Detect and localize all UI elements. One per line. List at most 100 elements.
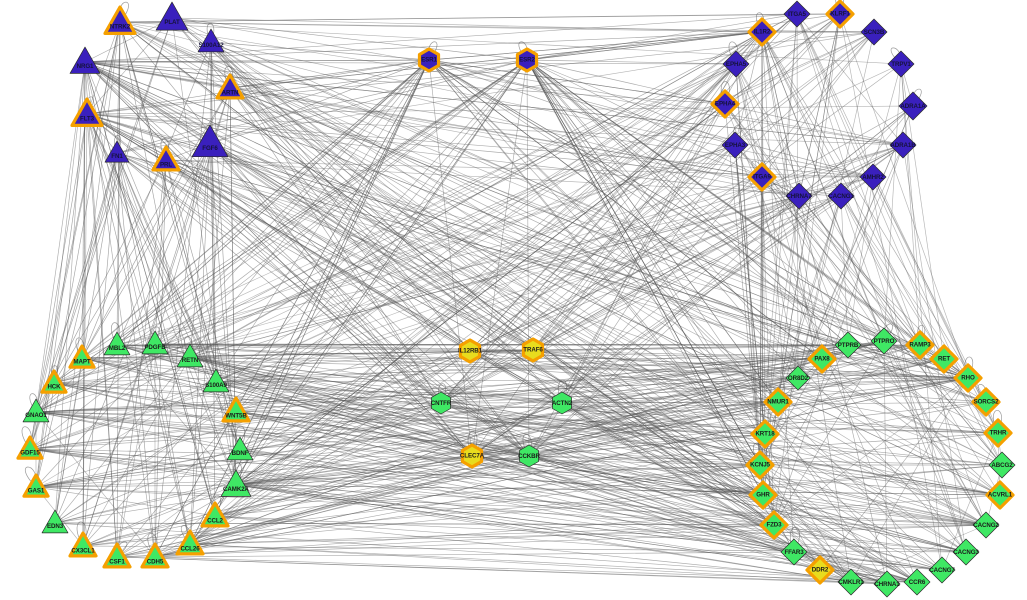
graph-node-traf6[interactable]: TRAF6 — [517, 334, 549, 366]
graph-node-prl[interactable]: PRL — [148, 142, 184, 178]
graph-node-ddr2[interactable]: DDR2 — [802, 552, 838, 588]
graph-node-cmklr1[interactable]: CMKLR1 — [835, 566, 866, 597]
graph-node-cdh5[interactable]: CDH5 — [137, 539, 173, 575]
triangle-green-marker-icon — [19, 470, 53, 504]
graph-node-scn3b[interactable]: SCN3B — [858, 16, 889, 47]
hexagon-yellow-marker-icon — [517, 334, 549, 366]
triangle-green-marker-icon — [99, 539, 135, 575]
diamond-green-marker-icon — [756, 507, 792, 543]
triangle-green-marker-icon — [39, 507, 70, 538]
hexagon-purple-marker-icon — [511, 44, 543, 76]
diamond-green-marker-icon — [901, 566, 932, 597]
triangle-green-marker-icon — [37, 366, 71, 400]
graph-node-pdgfb[interactable]: PDGFB — [139, 328, 170, 359]
graph-node-s100a12[interactable]: S100A12 — [195, 26, 226, 57]
hexagon-green-marker-icon — [427, 389, 454, 416]
diamond-purple-marker-icon — [744, 159, 780, 195]
graph-node-chrna1[interactable]: CHRNA1 — [871, 568, 902, 599]
graph-node-gdf15[interactable]: GDF15 — [13, 432, 47, 466]
diamond-purple-marker-icon — [822, 0, 858, 32]
graph-node-ptpro[interactable]: PTPRO — [868, 325, 899, 356]
graph-node-adra1b[interactable]: ADRA1B — [887, 129, 918, 160]
diamond-green-marker-icon — [970, 509, 1001, 540]
diamond-purple-marker-icon — [858, 16, 889, 47]
graph-node-epha4[interactable]: EPHA4 — [707, 86, 743, 122]
graph-node-fn1[interactable]: FN1 — [102, 138, 131, 167]
triangle-green-marker-icon — [218, 467, 253, 502]
graph-node-artn[interactable]: ARTN — [212, 70, 248, 106]
graph-node-mbl2[interactable]: MBL2 — [101, 329, 132, 360]
graph-node-fgf6[interactable]: FGF6 — [189, 122, 230, 163]
triangle-purple-marker-icon — [100, 2, 140, 42]
triangle-purple-marker-icon — [189, 122, 230, 163]
graph-node-cacng1[interactable]: CACNG1 — [825, 180, 856, 211]
diamond-green-marker-icon — [868, 325, 899, 356]
graph-node-plat[interactable]: PLAT — [153, 0, 190, 37]
triangle-green-marker-icon — [20, 396, 51, 427]
graph-node-itga5[interactable]: ITGA5 — [781, 0, 812, 30]
graph-node-acvrl1[interactable]: ACVRL1 — [982, 477, 1018, 513]
graph-node-gnao1[interactable]: GNAO1 — [20, 396, 51, 427]
graph-node-flt3[interactable]: FLT3 — [67, 94, 107, 134]
graph-node-amhr2[interactable]: AMHR2 — [857, 161, 888, 192]
graph-node-nrg1[interactable]: NRG1 — [67, 44, 102, 79]
hexagon-purple-marker-icon — [413, 44, 445, 76]
diamond-green-marker-icon — [950, 536, 981, 567]
diamond-green-marker-icon — [986, 449, 1017, 480]
graph-node-csf1[interactable]: CSF1 — [99, 539, 135, 575]
triangle-green-marker-icon — [224, 434, 255, 465]
graph-node-trhr[interactable]: TRHR — [980, 415, 1016, 451]
graph-node-epha5[interactable]: EPHA5 — [720, 48, 751, 79]
graph-node-ccr6[interactable]: CCR6 — [901, 566, 932, 597]
graph-node-esr1[interactable]: ESR1 — [413, 44, 445, 76]
graph-node-gas1[interactable]: GAS1 — [19, 470, 53, 504]
triangle-green-marker-icon — [101, 329, 132, 360]
diamond-purple-marker-icon — [719, 129, 750, 160]
diamond-green-marker-icon — [871, 568, 902, 599]
diamond-purple-marker-icon — [781, 0, 812, 30]
diamond-green-marker-icon — [982, 477, 1018, 513]
graph-node-trpv1[interactable]: TRPV1 — [885, 48, 916, 79]
diamond-purple-marker-icon — [744, 14, 780, 50]
graph-node-klrf1[interactable]: KLRF1 — [822, 0, 858, 32]
graph-node-nmur1[interactable]: NMUR1 — [760, 384, 796, 420]
diamond-purple-marker-icon — [783, 180, 814, 211]
graph-node-adra1a[interactable]: ADRA1A — [896, 89, 929, 122]
triangle-green-marker-icon — [137, 539, 173, 575]
triangle-purple-marker-icon — [153, 0, 190, 37]
hexagon-yellow-marker-icon — [456, 440, 488, 472]
graph-node-cckbr[interactable]: CCKBR — [515, 442, 542, 469]
diamond-green-marker-icon — [745, 477, 781, 513]
graph-node-chrna7[interactable]: CHRNA7 — [783, 180, 814, 211]
diamond-green-marker-icon — [760, 384, 796, 420]
diamond-purple-marker-icon — [887, 129, 918, 160]
diamond-green-marker-icon — [783, 363, 812, 392]
graph-node-cntfr[interactable]: CNTFR — [427, 389, 454, 416]
graph-node-il12rb1[interactable]: IL12RB1 — [454, 335, 486, 367]
triangle-green-marker-icon — [172, 526, 208, 562]
diamond-green-marker-icon — [968, 384, 1004, 420]
triangle-purple-marker-icon — [67, 94, 107, 134]
graph-node-ccl26[interactable]: CCL26 — [172, 526, 208, 562]
triangle-green-marker-icon — [65, 528, 101, 564]
diamond-green-marker-icon — [778, 536, 809, 567]
graph-node-hck[interactable]: HCK — [37, 366, 71, 400]
graph-node-esr2[interactable]: ESR2 — [511, 44, 543, 76]
graph-node-bdnf[interactable]: BDNF — [224, 434, 255, 465]
graph-node-clec7a[interactable]: CLEC7A — [456, 440, 488, 472]
diamond-purple-marker-icon — [707, 86, 743, 122]
diamond-purple-marker-icon — [896, 89, 929, 122]
graph-node-cx3cl1[interactable]: CX3CL1 — [65, 528, 101, 564]
triangle-green-marker-icon — [65, 341, 99, 375]
graph-node-itga9[interactable]: ITGA9 — [744, 159, 780, 195]
diamond-green-marker-icon — [902, 327, 938, 363]
diamond-green-marker-icon — [832, 329, 863, 360]
graph-node-actn2[interactable]: ACTN2 — [548, 389, 575, 416]
graph-node-il1r2[interactable]: IL1R2 — [744, 14, 780, 50]
hexagon-yellow-marker-icon — [454, 335, 486, 367]
graph-node-epha3[interactable]: EPHA3 — [719, 129, 750, 160]
graph-node-wnt5b[interactable]: WNT5B — [218, 393, 254, 429]
graph-node-ntrk2[interactable]: NTRK2 — [100, 2, 140, 42]
